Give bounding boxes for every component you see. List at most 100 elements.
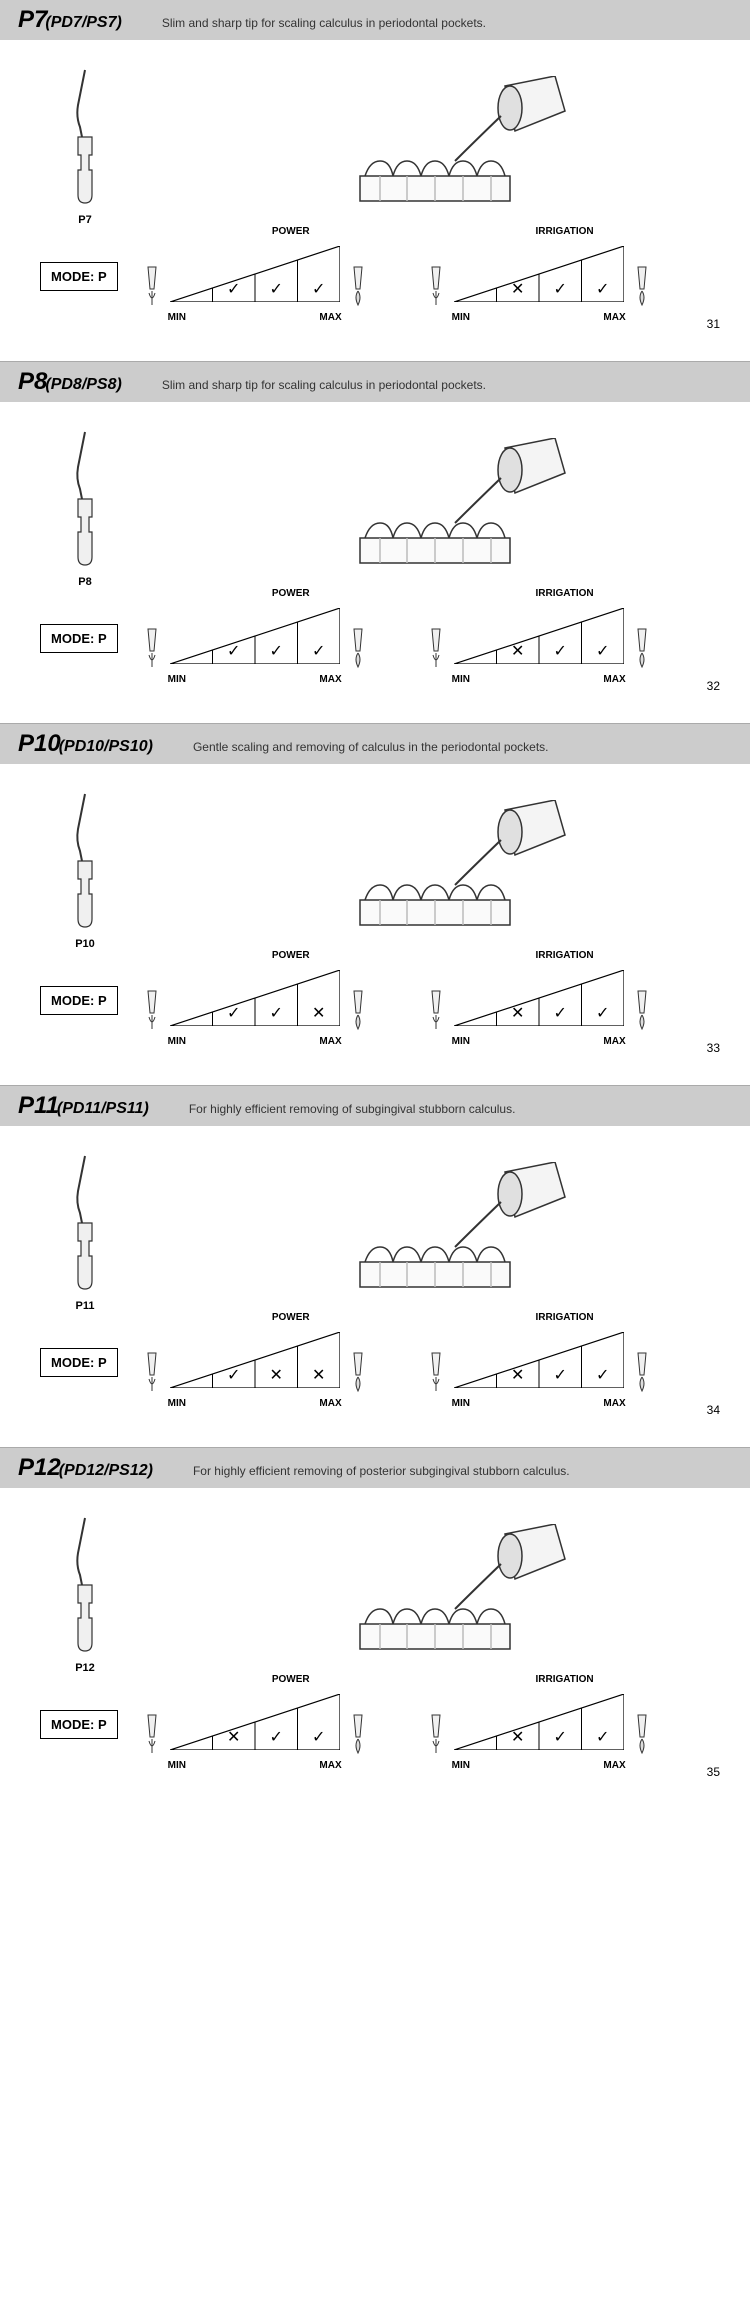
min-label: MIN: [452, 1760, 470, 1771]
tip-column: P8: [40, 427, 130, 588]
page-number: 31: [0, 317, 750, 341]
svg-text:✓: ✓: [269, 281, 282, 298]
product-section: P12 (PD12/PS12) For highly efficient rem…: [0, 1448, 750, 1809]
usage-column: [190, 76, 720, 226]
section-title: P11: [18, 1092, 59, 1120]
svg-text:✕: ✕: [312, 1005, 325, 1022]
svg-text:✓: ✓: [227, 1005, 240, 1022]
irrigation-group: IRRIGATION ✕✓✓ MIN MAX: [422, 608, 656, 669]
svg-text:✕: ✕: [511, 1367, 524, 1384]
svg-text:✕: ✕: [511, 643, 524, 660]
chart-label-top: POWER: [272, 1312, 310, 1323]
tip-column: P11: [40, 1151, 130, 1312]
section-header: P12 (PD12/PS12) For highly efficient rem…: [0, 1448, 750, 1488]
chart-label-top: POWER: [272, 1674, 310, 1685]
mode-indicator: MODE: P: [40, 1348, 118, 1377]
max-label: MAX: [603, 1760, 625, 1771]
level-chart: POWER ✓✓✓ MIN MAX: [170, 608, 340, 669]
svg-text:✓: ✓: [596, 1367, 609, 1384]
max-label: MAX: [319, 674, 341, 685]
usage-illustration: [325, 1162, 585, 1312]
product-section: P8 (PD8/PS8) Slim and sharp tip for scal…: [0, 362, 750, 723]
power-group: POWER ✕✓✓ MIN MAX: [138, 1694, 372, 1755]
usage-column: [190, 1162, 720, 1312]
svg-text:✓: ✓: [553, 1005, 566, 1022]
min-label: MIN: [168, 312, 186, 323]
section-description: Gentle scaling and removing of calculus …: [193, 740, 549, 754]
svg-text:✓: ✓: [312, 643, 325, 660]
usage-illustration: [325, 1524, 585, 1674]
irrigation-group: IRRIGATION ✕✓✓ MIN MAX: [422, 1332, 656, 1393]
svg-text:✓: ✓: [227, 281, 240, 298]
tip-column: P10: [40, 789, 130, 950]
max-label: MAX: [319, 1036, 341, 1047]
chart-label-top: IRRIGATION: [535, 1312, 593, 1323]
section-title: P12: [18, 1454, 61, 1482]
svg-text:✓: ✓: [553, 1729, 566, 1746]
section-description: Slim and sharp tip for scaling calculus …: [162, 16, 486, 30]
svg-text:✓: ✓: [553, 281, 566, 298]
chart-label-top: IRRIGATION: [535, 588, 593, 599]
tip-label: P8: [40, 576, 130, 588]
section-subtitle: (PD8/PS8): [45, 376, 121, 394]
section-header: P7 (PD7/PS7) Slim and sharp tip for scal…: [0, 0, 750, 40]
page-number: 32: [0, 679, 750, 703]
max-label: MAX: [603, 674, 625, 685]
svg-text:✕: ✕: [511, 1005, 524, 1022]
chart-label-top: POWER: [272, 588, 310, 599]
level-chart: IRRIGATION ✕✓✓ MIN MAX: [454, 246, 624, 307]
irrigation-group: IRRIGATION ✕✓✓ MIN MAX: [422, 970, 656, 1031]
svg-text:✓: ✓: [269, 1005, 282, 1022]
tip-label: P10: [40, 938, 130, 950]
product-section: P11 (PD11/PS11) For highly efficient rem…: [0, 1086, 750, 1447]
level-chart: POWER ✓✓✕ MIN MAX: [170, 970, 340, 1031]
max-label: MAX: [603, 312, 625, 323]
section-title: P7: [18, 6, 47, 34]
section-header: P11 (PD11/PS11) For highly efficient rem…: [0, 1086, 750, 1126]
min-label: MIN: [168, 1760, 186, 1771]
chart-label-top: IRRIGATION: [535, 1674, 593, 1685]
max-label: MAX: [319, 1760, 341, 1771]
tip-column: P12: [40, 1513, 130, 1674]
section-subtitle: (PD7/PS7): [45, 14, 121, 32]
svg-text:✕: ✕: [269, 1367, 282, 1384]
product-section: P10 (PD10/PS10) Gentle scaling and remov…: [0, 724, 750, 1085]
usage-illustration: [325, 76, 585, 226]
chart-label-top: IRRIGATION: [535, 226, 593, 237]
usage-column: [190, 800, 720, 950]
tip-label: P12: [40, 1662, 130, 1674]
section-header: P8 (PD8/PS8) Slim and sharp tip for scal…: [0, 362, 750, 402]
irrigation-group: IRRIGATION ✕✓✓ MIN MAX: [422, 246, 656, 307]
mode-indicator: MODE: P: [40, 624, 118, 653]
max-label: MAX: [603, 1036, 625, 1047]
level-chart: POWER ✓✕✕ MIN MAX: [170, 1332, 340, 1393]
svg-text:✓: ✓: [227, 1367, 240, 1384]
chart-label-top: POWER: [272, 950, 310, 961]
level-chart: IRRIGATION ✕✓✓ MIN MAX: [454, 1694, 624, 1755]
chart-label-top: IRRIGATION: [535, 950, 593, 961]
svg-text:✓: ✓: [312, 281, 325, 298]
max-label: MAX: [603, 1398, 625, 1409]
svg-text:✕: ✕: [511, 281, 524, 298]
svg-text:✓: ✓: [596, 1005, 609, 1022]
max-label: MAX: [319, 312, 341, 323]
power-group: POWER ✓✓✓ MIN MAX: [138, 608, 372, 669]
usage-illustration: [325, 800, 585, 950]
svg-text:✓: ✓: [553, 1367, 566, 1384]
tip-label: P7: [40, 214, 130, 226]
svg-text:✓: ✓: [269, 643, 282, 660]
mode-indicator: MODE: P: [40, 986, 118, 1015]
chart-label-top: POWER: [272, 226, 310, 237]
level-chart: POWER ✓✓✓ MIN MAX: [170, 246, 340, 307]
section-title: P8: [18, 368, 47, 396]
level-chart: IRRIGATION ✕✓✓ MIN MAX: [454, 1332, 624, 1393]
max-label: MAX: [319, 1398, 341, 1409]
tip-illustration: [62, 1151, 108, 1291]
power-group: POWER ✓✓✓ MIN MAX: [138, 246, 372, 307]
section-title: P10: [18, 730, 61, 758]
level-chart: IRRIGATION ✕✓✓ MIN MAX: [454, 608, 624, 669]
svg-text:✕: ✕: [227, 1729, 240, 1746]
mode-indicator: MODE: P: [40, 1710, 118, 1739]
usage-column: [190, 1524, 720, 1674]
section-description: Slim and sharp tip for scaling calculus …: [162, 378, 486, 392]
